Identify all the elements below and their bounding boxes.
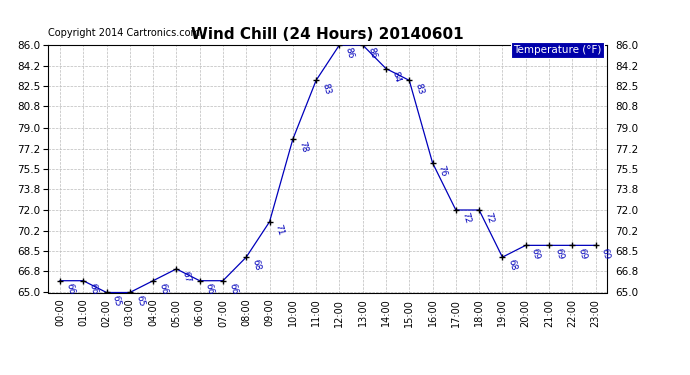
- Text: 83: 83: [320, 82, 332, 95]
- Text: 65: 65: [110, 294, 122, 307]
- Text: 69: 69: [530, 247, 542, 260]
- Text: 66: 66: [88, 282, 99, 296]
- Text: 67: 67: [181, 270, 193, 284]
- Text: 69: 69: [553, 247, 565, 260]
- Text: 65: 65: [134, 294, 146, 307]
- Text: 66: 66: [64, 282, 76, 296]
- Text: 76: 76: [437, 164, 448, 178]
- Text: 66: 66: [227, 282, 239, 296]
- Title: Wind Chill (24 Hours) 20140601: Wind Chill (24 Hours) 20140601: [191, 27, 464, 42]
- Text: 68: 68: [506, 258, 518, 272]
- Text: 68: 68: [250, 258, 262, 272]
- Text: 86: 86: [344, 46, 355, 60]
- Text: 69: 69: [576, 247, 588, 260]
- Text: 71: 71: [274, 223, 286, 237]
- Text: Temperature (°F): Temperature (°F): [513, 45, 602, 55]
- Text: 72: 72: [483, 211, 495, 225]
- Text: 66: 66: [204, 282, 215, 296]
- Text: 78: 78: [297, 141, 308, 154]
- Text: 86: 86: [367, 46, 379, 60]
- Text: 83: 83: [413, 82, 425, 95]
- Text: Copyright 2014 Cartronics.com: Copyright 2014 Cartronics.com: [48, 28, 200, 38]
- Text: 69: 69: [600, 247, 611, 260]
- Text: 72: 72: [460, 211, 472, 225]
- Text: 66: 66: [157, 282, 169, 296]
- Text: 84: 84: [390, 70, 402, 83]
